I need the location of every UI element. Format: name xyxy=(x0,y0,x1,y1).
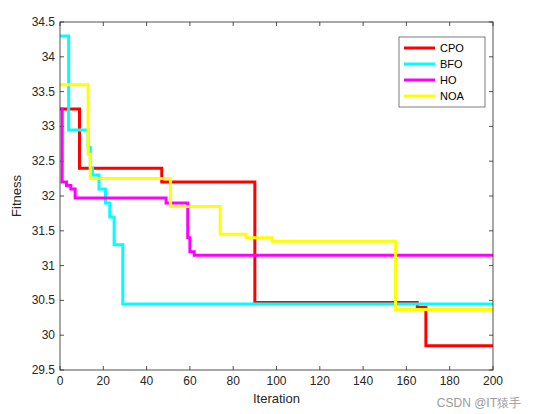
series-group xyxy=(60,36,493,346)
x-tick-label: 60 xyxy=(183,374,197,388)
y-tick-label: 33.5 xyxy=(32,85,56,99)
x-tick-label: 140 xyxy=(353,374,373,388)
x-tick xyxy=(146,366,147,370)
y-tick-right xyxy=(489,91,493,92)
y-tick-label: 30.5 xyxy=(32,293,56,307)
x-tick xyxy=(363,366,364,370)
y-tick xyxy=(60,335,64,336)
y-tick xyxy=(60,56,64,57)
x-tick-label: 40 xyxy=(140,374,154,388)
x-tick-label: 120 xyxy=(310,374,330,388)
legend-swatch xyxy=(404,79,435,82)
chart: 0 20 40 60 80 100 120 140 160 180 200 29.5 30 30.5 31 3… xyxy=(0,0,535,414)
x-tick-top xyxy=(103,22,104,26)
x-tick-top xyxy=(146,22,147,26)
x-tick-label: 200 xyxy=(483,374,503,388)
y-tick-label: 32 xyxy=(42,189,56,203)
x-tick-top xyxy=(276,22,277,26)
legend-label: HO xyxy=(440,74,457,86)
series-line xyxy=(60,109,493,255)
x-tick xyxy=(276,366,277,370)
plot-area xyxy=(60,22,493,370)
x-tick-label: 20 xyxy=(97,374,111,388)
watermark: CSDN @IT猿手 xyxy=(437,396,521,410)
legend-label: NOA xyxy=(440,90,465,102)
y-tick xyxy=(60,230,64,231)
y-tick xyxy=(60,196,64,197)
y-tick-label: 31 xyxy=(42,259,56,273)
x-tick xyxy=(189,366,190,370)
y-tick xyxy=(60,300,64,301)
y-tick-label: 33 xyxy=(42,119,56,133)
y-tick-label: 29.5 xyxy=(32,363,56,377)
x-tick-label: 80 xyxy=(227,374,241,388)
x-tick-top xyxy=(189,22,190,26)
y-tick-label: 30 xyxy=(42,328,56,342)
y-tick-right xyxy=(489,230,493,231)
background xyxy=(0,0,535,414)
legend: CPO BFO HO NOA xyxy=(399,37,485,107)
x-tick-top xyxy=(233,22,234,26)
x-axis-label: Iteration xyxy=(253,391,300,406)
y-tick-right xyxy=(489,300,493,301)
y-tick-right xyxy=(489,126,493,127)
y-tick-right xyxy=(489,196,493,197)
y-tick xyxy=(60,265,64,266)
y-tick-label: 34 xyxy=(42,50,56,64)
x-tick xyxy=(233,366,234,370)
legend-swatch xyxy=(404,95,435,98)
y-tick-right xyxy=(489,161,493,162)
y-tick-label: 34.5 xyxy=(32,15,56,29)
x-tick-label: 180 xyxy=(440,374,460,388)
y-tick-label: 31.5 xyxy=(32,224,56,238)
legend-label: BFO xyxy=(440,58,463,70)
x-tick-top xyxy=(319,22,320,26)
legend-swatch xyxy=(404,47,435,50)
x-tick-top xyxy=(363,22,364,26)
x-tick-label: 0 xyxy=(57,374,64,388)
x-tick-top xyxy=(449,22,450,26)
legend-label: CPO xyxy=(440,42,464,54)
x-tick-label: 160 xyxy=(396,374,416,388)
axes-frame xyxy=(60,22,493,370)
y-tick-right xyxy=(489,56,493,57)
series-line xyxy=(60,85,493,310)
y-tick-label: 32.5 xyxy=(32,154,56,168)
y-tick xyxy=(60,91,64,92)
x-tick xyxy=(406,366,407,370)
x-tick xyxy=(103,366,104,370)
series-line xyxy=(60,36,493,304)
legend-box xyxy=(399,37,485,107)
x-tick xyxy=(319,366,320,370)
x-tick-top xyxy=(406,22,407,26)
y-tick-right xyxy=(489,265,493,266)
legend-swatch xyxy=(404,63,435,66)
x-tick xyxy=(449,366,450,370)
x-tick-label: 100 xyxy=(266,374,286,388)
y-axis-label: Fitness xyxy=(9,175,24,217)
y-tick-right xyxy=(489,335,493,336)
